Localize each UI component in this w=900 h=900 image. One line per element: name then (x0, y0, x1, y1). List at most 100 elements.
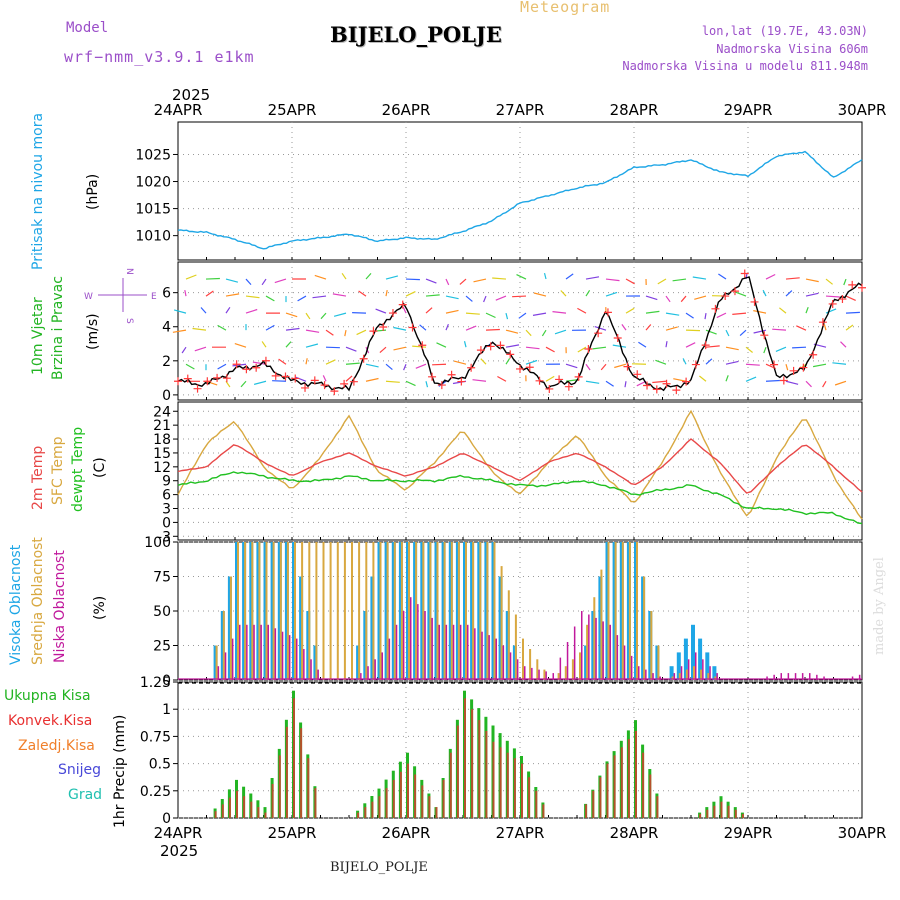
precip-ytick-label: 0.5 (149, 757, 171, 773)
wind-direction-arrow (265, 324, 275, 331)
wind-gust-marker (643, 381, 652, 390)
cloud-bar (272, 542, 275, 680)
cloud-bar (607, 542, 610, 680)
wind-direction-arrow (459, 278, 467, 285)
cloud-bar (552, 673, 554, 680)
cloud-bar (317, 669, 319, 680)
wind-direction-arrow (725, 360, 739, 365)
precip-convective-bar (606, 763, 609, 818)
cloud-bar (680, 666, 683, 680)
wind-direction-arrow (673, 378, 687, 382)
cloud-bar (479, 542, 482, 680)
wind-direction-arrow (665, 312, 680, 316)
wind-direction-arrow (805, 306, 809, 314)
pressure-label: Pritisak na nivou mora (30, 113, 46, 270)
wind-gust-marker (252, 363, 261, 372)
wind-direction-arrow (739, 329, 747, 337)
precip-convective-bar (307, 758, 310, 818)
cloud-bar (422, 542, 425, 680)
precip-convective-bar (442, 779, 445, 818)
wind-gust-marker (388, 309, 397, 318)
wind-direction-arrow (365, 377, 379, 382)
precip-convective-bar (456, 725, 459, 818)
top-axis-year: 2025 (172, 86, 210, 104)
wind-direction-arrow (497, 375, 507, 382)
wind-gust-marker (486, 342, 495, 351)
wind-gust-marker (213, 373, 222, 382)
compass-west: W (84, 292, 93, 302)
cloud-bar (410, 597, 412, 680)
wind-direction-arrow (505, 312, 509, 320)
wind-direction-arrow (605, 291, 618, 297)
wind-direction-arrow (718, 273, 727, 280)
compass-icon (98, 278, 147, 312)
wind-unit: (m/s) (85, 313, 101, 350)
cloud-bar (538, 669, 540, 680)
wind-gust-marker (623, 362, 632, 371)
wind-direction-arrow (453, 360, 467, 365)
wind-direction-arrow (325, 346, 340, 349)
wind-direction-arrow (344, 330, 347, 337)
wind-gust-marker (721, 292, 730, 301)
cloud-bar (593, 597, 596, 680)
wind-direction-arrow (655, 359, 667, 365)
wind-direction-arrow (415, 363, 427, 369)
wind-direction-arrow (545, 375, 555, 382)
wind-direction-arrow (205, 277, 220, 280)
wind-direction-arrow (305, 343, 319, 348)
cloud-bar (237, 542, 239, 680)
cloud-bar (630, 655, 633, 680)
precip-ytick-label: 0.75 (140, 729, 171, 745)
precip-convective-bar (699, 813, 702, 818)
cloud-bar (260, 624, 262, 680)
wind-direction-arrow (495, 295, 507, 301)
wind-plot (172, 269, 866, 396)
cloud-bar (616, 635, 619, 680)
wind-direction-arrow (432, 363, 447, 366)
wind-direction-arrow (585, 380, 600, 384)
precip-convective-bar (214, 811, 217, 818)
cloud-bar (296, 638, 298, 680)
wind-direction-arrow (365, 273, 372, 280)
wind-direction-arrow (657, 278, 667, 285)
cloud-bar (393, 542, 396, 680)
wind-direction-arrow (278, 358, 287, 365)
cloud-bar (693, 666, 695, 680)
sfc-temp-line (177, 409, 863, 520)
bottom-axis-date-label: 30APR (838, 824, 887, 842)
wind-ytick-label: 0 (162, 388, 171, 404)
cloud-bar (215, 645, 218, 680)
cloud-bar (429, 542, 432, 680)
wind-direction-arrow (365, 363, 379, 368)
precip-convective-bar (620, 747, 623, 818)
precip-convective-bar (720, 801, 723, 818)
wind-direction-arrow (483, 295, 487, 303)
cloud-bar (645, 669, 647, 680)
pressure-line (177, 150, 863, 250)
wind-direction-arrow (699, 375, 707, 382)
cloud-bar (531, 667, 533, 680)
cloud-bar (431, 617, 433, 680)
cloud-bar (322, 542, 325, 680)
precip-convective-bar (271, 784, 274, 818)
precip-convective-bar (300, 728, 303, 818)
wind-gust-marker (711, 304, 720, 313)
wind-direction-arrow (753, 310, 767, 314)
cloud-bar (628, 542, 631, 680)
cloud-ytick-label: 25 (153, 639, 171, 655)
precip-convective-bar (592, 790, 595, 818)
cloud-bar (683, 638, 688, 680)
temp-ytick-label: 15 (153, 446, 171, 462)
wind-direction-arrow (845, 295, 856, 301)
cloud-bar (495, 638, 497, 680)
cloud-bar (381, 652, 383, 680)
wind-gust-marker (858, 283, 866, 292)
wind-direction-arrow (785, 277, 800, 280)
pressure-plot (177, 150, 863, 250)
cloud-bar (816, 674, 818, 680)
precip-convective-bar (528, 777, 531, 818)
wind-direction-arrow (705, 345, 720, 348)
wind-direction-arrow (594, 326, 607, 331)
cloud-bar (310, 659, 312, 680)
